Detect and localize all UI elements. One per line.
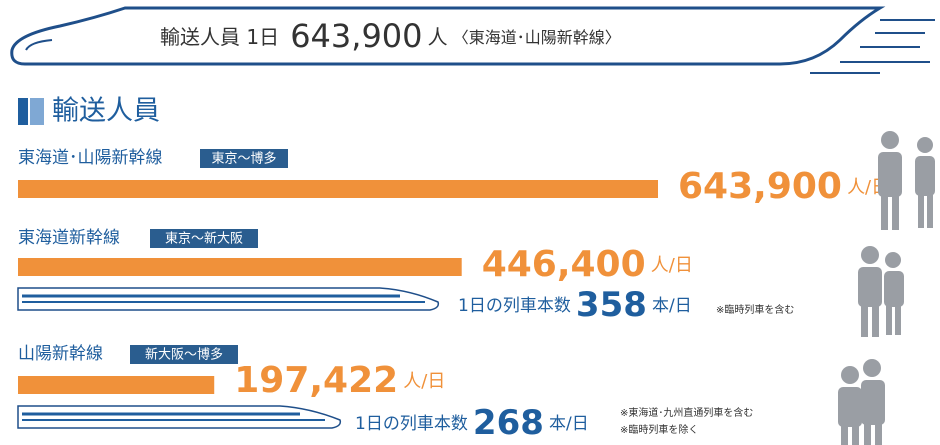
trains-label: 1日の列車本数 (458, 296, 571, 316)
note: ※臨時列車を除く (620, 423, 698, 436)
trains-unit: 本/日 (549, 414, 589, 434)
trains-value: 268 (473, 403, 544, 443)
section-title: 輸送人員 (52, 96, 160, 127)
trains-text: 1日の列車本数 268 本/日 (355, 403, 589, 443)
banner-value: 643,900 (290, 17, 422, 55)
note: ※臨時列車を含む (716, 303, 794, 316)
line-name: 山陽新幹線 (18, 343, 103, 364)
value-label: 446,400 (482, 244, 646, 285)
note: ※東海道･九州直通列車を含む (620, 406, 753, 419)
trains-label: 1日の列車本数 (355, 414, 468, 434)
bar (18, 180, 658, 198)
value-text: 197,422 人/日 (234, 360, 445, 401)
trains-unit: 本/日 (652, 296, 692, 316)
train-icon (18, 406, 340, 428)
line-name: 東海道新幹線 (18, 227, 120, 248)
banner-label: 輸送人員 1日 (160, 25, 279, 49)
route-label: 東京〜博多 (211, 151, 276, 167)
train-icon (18, 288, 438, 310)
line-name: 東海道･山陽新幹線 (18, 147, 163, 168)
trains-text: 1日の列車本数 358 本/日 (458, 285, 692, 325)
value-text: 643,900 人/日 (678, 166, 889, 207)
trains-value: 358 (576, 285, 647, 325)
infographic: 輸送人員 1日 643,900 人 〈東海道･山陽新幹線〉 輸送人員 東海道･山… (0, 0, 940, 445)
bar (18, 258, 462, 276)
value-text: 446,400 人/日 (482, 244, 693, 285)
value-label: 643,900 (678, 166, 842, 207)
bar (18, 376, 214, 394)
banner-route: 〈東海道･山陽新幹線〉 (453, 28, 621, 47)
value-label: 197,422 (234, 360, 398, 401)
route-label: 東京〜新大阪 (165, 231, 243, 247)
value-unit: 人/日 (651, 255, 693, 276)
title-icon (18, 98, 28, 125)
banner-unit: 人 (428, 25, 448, 49)
title-icon (30, 98, 44, 125)
value-unit: 人/日 (403, 371, 445, 392)
route-label: 新大阪〜博多 (145, 347, 223, 363)
